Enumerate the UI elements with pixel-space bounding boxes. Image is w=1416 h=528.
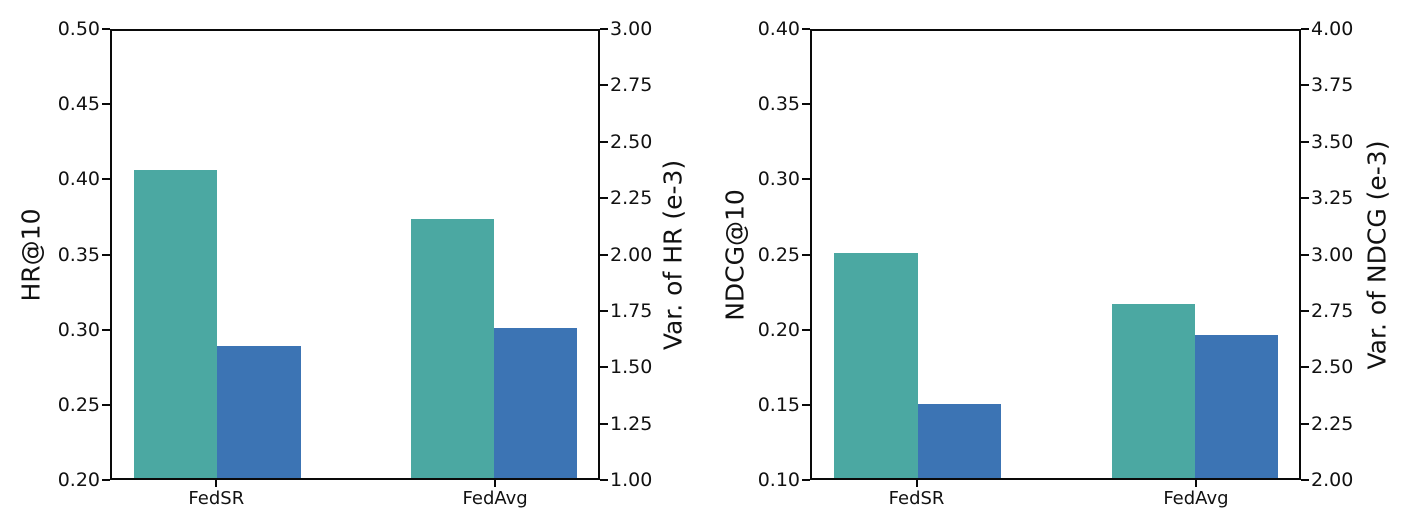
y-tick-label-right: 2.75 — [610, 74, 653, 97]
y-tick-mark-right — [600, 366, 608, 369]
y-tick-label-left: 0.30 — [57, 318, 100, 341]
y-tick-mark-left — [802, 103, 810, 106]
y-tick-mark-left — [102, 103, 110, 106]
y-tick-mark-left — [102, 403, 110, 406]
y-tick-label-right: 3.75 — [1311, 74, 1354, 97]
y-tick-label-right: 3.50 — [1311, 130, 1354, 153]
bar — [1194, 334, 1279, 478]
y-axis-label-left: NDCG@10 — [720, 188, 750, 321]
y-tick-label-left: 0.35 — [757, 93, 800, 116]
y-tick-mark-right — [1301, 140, 1309, 143]
y-tick-mark-left — [802, 253, 810, 256]
y-tick-label-right: 2.25 — [610, 187, 653, 210]
y-tick-mark-left — [802, 403, 810, 406]
bar — [834, 253, 918, 478]
y-tick-mark-right — [1301, 253, 1309, 256]
y-tick-mark-right — [1301, 422, 1309, 425]
axes-box — [110, 29, 600, 480]
y-tick-label-right: 2.25 — [1311, 412, 1354, 435]
bar — [217, 346, 301, 478]
y-tick-label-left: 0.50 — [57, 18, 100, 40]
y-axis-label-right: Var. of HR (e-3) — [658, 159, 688, 350]
y-tick-label-right: 3.00 — [610, 18, 653, 40]
y-tick-label-right: 1.00 — [610, 469, 653, 491]
y-tick-mark-left — [802, 328, 810, 331]
y-tick-label-left: 0.25 — [57, 393, 100, 416]
y-tick-label-right: 2.75 — [1311, 299, 1354, 322]
y-tick-mark-left — [102, 479, 110, 481]
bar — [493, 328, 578, 478]
y-tick-label-right: 3.25 — [1311, 187, 1354, 210]
y-tick-mark-right — [600, 197, 608, 200]
y-tick-label-right: 2.00 — [610, 243, 653, 266]
y-tick-label-left: 0.30 — [757, 168, 800, 191]
y-tick-mark-left — [102, 253, 110, 256]
y-tick-label-right: 1.25 — [610, 412, 653, 435]
y-tick-label-right: 4.00 — [1311, 18, 1354, 40]
bar — [1111, 303, 1195, 478]
bar — [917, 404, 1001, 478]
y-tick-mark-right — [600, 422, 608, 425]
x-tick-mark — [215, 480, 218, 487]
x-tick-label: FedSR — [188, 488, 245, 509]
y-tick-label-left: 0.45 — [57, 93, 100, 116]
x-tick-label: FedAvg — [1163, 488, 1229, 509]
y-tick-label-right: 2.50 — [610, 130, 653, 153]
y-tick-mark-right — [600, 479, 608, 481]
y-tick-mark-right — [600, 28, 608, 30]
y-tick-mark-right — [600, 253, 608, 256]
y-tick-mark-right — [600, 140, 608, 143]
y-tick-label-right: 1.75 — [610, 299, 653, 322]
y-tick-label-left: 0.40 — [757, 18, 800, 40]
y-tick-label-right: 2.00 — [1311, 469, 1354, 491]
bar — [134, 169, 218, 478]
y-tick-label-left: 0.10 — [757, 469, 800, 491]
y-tick-label-left: 0.20 — [757, 318, 800, 341]
y-tick-mark-left — [102, 178, 110, 181]
y-tick-label-left: 0.15 — [757, 393, 800, 416]
y-tick-label-right: 3.00 — [1311, 243, 1354, 266]
y-tick-mark-right — [1301, 28, 1309, 30]
y-tick-label-left: 0.20 — [57, 469, 100, 491]
y-tick-label-left: 0.35 — [57, 243, 100, 266]
y-tick-mark-left — [802, 28, 810, 30]
y-tick-label-left: 0.40 — [57, 168, 100, 191]
y-tick-mark-right — [600, 84, 608, 87]
x-tick-mark — [1194, 480, 1197, 487]
y-tick-mark-left — [102, 328, 110, 331]
y-tick-mark-left — [802, 178, 810, 181]
x-tick-mark — [494, 480, 497, 487]
y-tick-mark-right — [1301, 84, 1309, 87]
bar — [410, 218, 494, 478]
y-tick-label-right: 1.50 — [610, 356, 653, 379]
y-tick-mark-right — [1301, 479, 1309, 481]
y-tick-label-left: 0.25 — [757, 243, 800, 266]
y-tick-mark-right — [1301, 366, 1309, 369]
y-tick-mark-left — [802, 479, 810, 481]
y-tick-mark-left — [102, 28, 110, 30]
x-tick-label: FedSR — [888, 488, 945, 509]
y-axis-label-left: HR@10 — [16, 208, 46, 301]
y-tick-mark-right — [1301, 309, 1309, 312]
axes-box — [810, 29, 1301, 480]
x-tick-mark — [915, 480, 918, 487]
y-tick-label-right: 2.50 — [1311, 356, 1354, 379]
x-tick-label: FedAvg — [462, 488, 528, 509]
y-axis-label-right: Var. of NDCG (e-3) — [1362, 140, 1392, 369]
y-tick-mark-right — [1301, 197, 1309, 200]
y-tick-mark-right — [600, 309, 608, 312]
